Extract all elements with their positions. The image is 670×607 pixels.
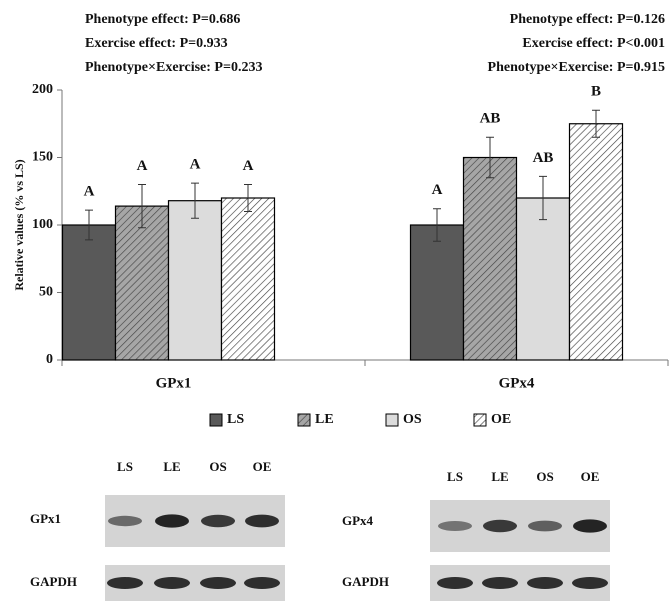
legend-swatch xyxy=(210,414,222,426)
lane-label: OS xyxy=(209,459,226,474)
stat-annotation: Phenotype effect: P=0.126 xyxy=(510,12,665,27)
lane-label: LS xyxy=(447,469,463,484)
legend-swatch xyxy=(474,414,486,426)
bar xyxy=(169,201,222,360)
blot-band xyxy=(437,577,473,589)
significance-letter: A xyxy=(432,182,443,198)
bar xyxy=(63,225,116,360)
blot-band xyxy=(154,577,190,589)
significance-letter: B xyxy=(591,84,601,100)
lane-label: OS xyxy=(536,469,553,484)
legend-label: LE xyxy=(315,412,334,427)
blot-band xyxy=(244,577,280,589)
y-tick-label: 200 xyxy=(32,82,53,97)
blot-band xyxy=(572,577,608,589)
blot-band xyxy=(482,577,518,589)
figure: Relative values (% vs LS) 0 50 100 150 200 GP… xyxy=(0,0,670,602)
legend-swatch xyxy=(386,414,398,426)
lane-label: OE xyxy=(581,469,600,484)
stat-annotation: Exercise effect: P=0.933 xyxy=(85,36,228,51)
y-axis-label: Relative values (% vs LS) xyxy=(12,159,26,290)
blot-band xyxy=(483,520,517,532)
bar xyxy=(222,198,275,360)
blot-band xyxy=(438,521,472,531)
significance-letter: A xyxy=(190,157,201,173)
stat-annotation: Phenotype×Exercise: P=0.915 xyxy=(488,60,665,75)
blot-label: GPx4 xyxy=(342,513,374,528)
bar xyxy=(570,124,623,360)
blot-band xyxy=(200,577,236,589)
stat-annotation: Exercise effect: P<0.001 xyxy=(522,36,665,51)
significance-letter: AB xyxy=(480,111,501,127)
blot-band xyxy=(201,515,235,527)
blot-band xyxy=(245,515,279,528)
blot-band xyxy=(108,516,142,526)
blot-band xyxy=(527,577,563,589)
significance-letter: AB xyxy=(533,150,554,166)
stat-annotation: Phenotype×Exercise: P=0.233 xyxy=(85,60,262,75)
y-tick-label: 50 xyxy=(39,285,53,300)
blot-label: GAPDH xyxy=(30,574,77,589)
y-tick-label: 100 xyxy=(32,217,53,232)
blot-band xyxy=(155,514,189,527)
legend-label: OS xyxy=(403,412,422,427)
significance-letter: A xyxy=(137,158,148,174)
blot-panel: LS LE OS OE GPx1 GAPDH xyxy=(30,459,285,601)
significance-letter: A xyxy=(243,158,254,174)
blot-band xyxy=(528,521,562,532)
blot-band xyxy=(107,577,143,589)
x-tick-label: GPx1 xyxy=(156,375,192,391)
significance-letter: A xyxy=(84,184,95,200)
blot-band xyxy=(573,519,607,532)
lane-label: LE xyxy=(163,459,180,474)
legend-label: LS xyxy=(227,412,244,427)
bar xyxy=(411,225,464,360)
y-tick-label: 150 xyxy=(32,150,53,165)
bar xyxy=(517,198,570,360)
bar xyxy=(116,206,169,360)
blot-label: GPx1 xyxy=(30,511,61,526)
blot-label: GAPDH xyxy=(342,574,389,589)
bar xyxy=(464,158,517,361)
lane-label: LE xyxy=(491,469,508,484)
x-tick-label: GPx4 xyxy=(499,375,535,391)
legend-swatch xyxy=(298,414,310,426)
legend-label: OE xyxy=(491,412,511,427)
y-tick-label: 0 xyxy=(46,352,53,367)
lane-label: OE xyxy=(253,459,272,474)
stat-annotation: Phenotype effect: P=0.686 xyxy=(85,12,240,27)
lane-label: LS xyxy=(117,459,133,474)
blot-panel: LS LE OS OE GPx4 GAPDH xyxy=(342,469,610,601)
